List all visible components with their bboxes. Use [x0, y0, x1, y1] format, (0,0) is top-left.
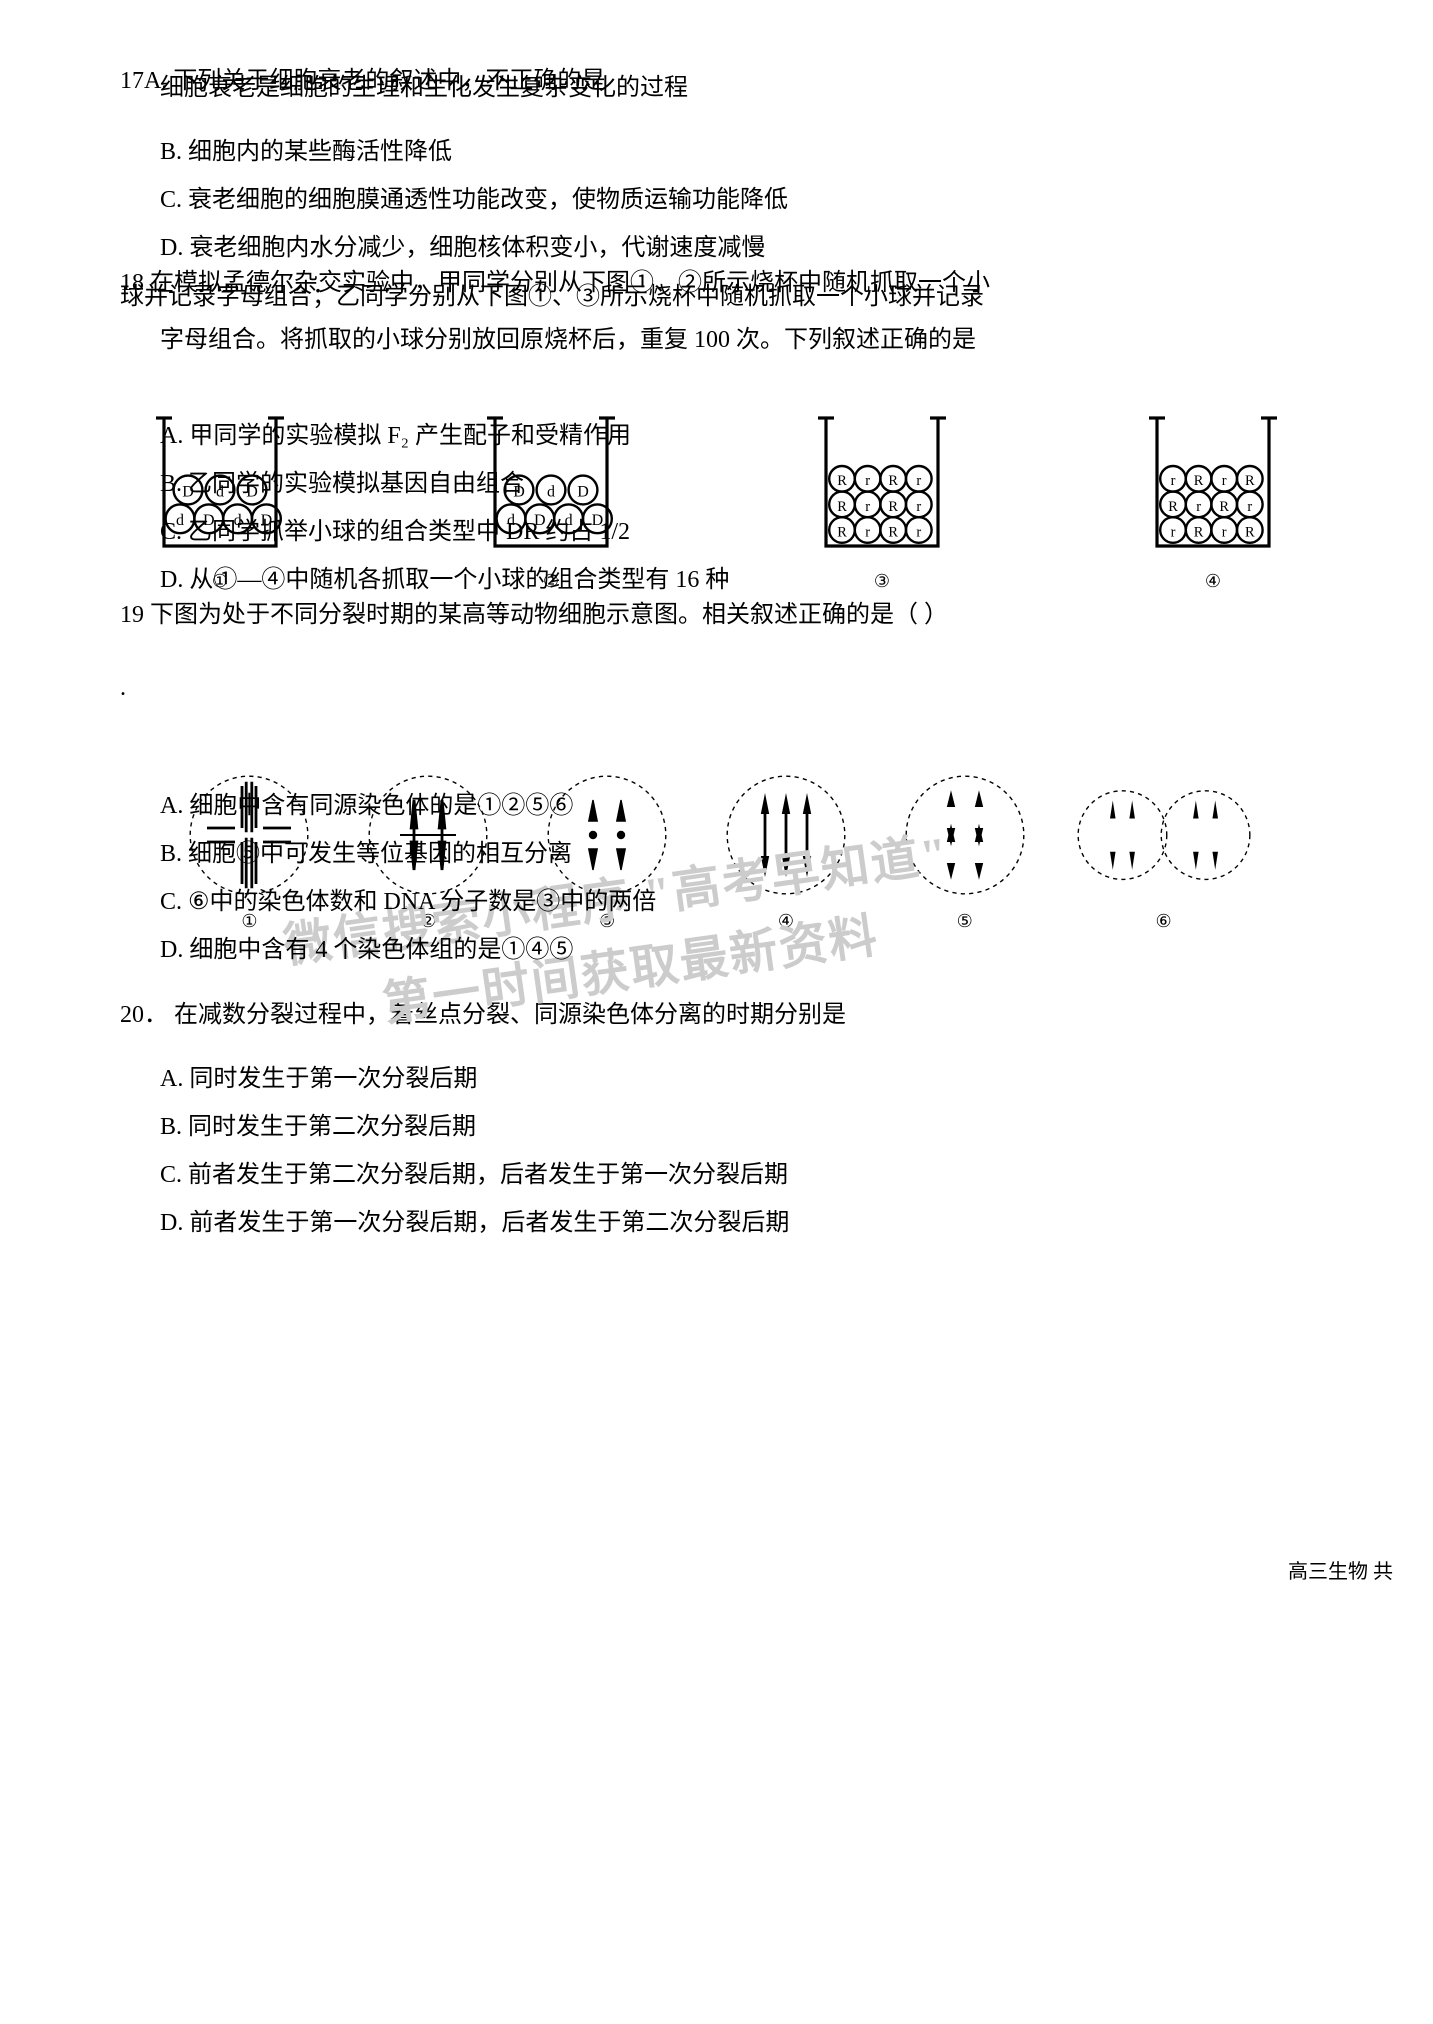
q20-opt-c: C. 前者发生于第二次分裂后期，后者发生于第一次分裂后期 [160, 1151, 1313, 1199]
question-18: 18 在模拟孟德尔杂交实验中，甲同学分别从下图①、②所示烧杯中随机抓取一个小 球… [120, 262, 1313, 362]
q20-stem: 在减数分裂过程中，着丝点分裂、同源染色体分离的时期分别是 [174, 1002, 846, 1028]
question-17: 17A. 下列关于细胞衰老的叙述中，不正确的是 细胞衰老是细胞的生理和生化发生复… [120, 60, 1313, 110]
q19-opt-a: A. 细胞中含有同源染色体的是①②⑤⑥ [160, 782, 1313, 830]
q19-stem: 下图为处于不同分裂时期的某高等动物细胞示意图。相关叙述正确的是（ ） [150, 602, 948, 628]
q18-opt-c: C. 乙同学抓举小球的组合类型中 DR 约占 1/2 [160, 508, 1313, 556]
q19-opt-b: B. 细胞⑤中可发生等位基因的相互分离 [160, 830, 1313, 878]
q18-opt-b: B. 乙同学的实验模拟基因自由组合 [160, 460, 1313, 508]
q17-stem-a2: 细胞衰老是细胞的生理和生化发生复杂变化的过程 [160, 67, 1313, 110]
q18-opt-d: D. 从①—④中随机各抓取一个小球的组合类型有 16 种 [160, 556, 1313, 604]
q17-opt-c: C. 衰老细胞的细胞膜通透性功能改变，使物质运输功能降低 [160, 176, 1313, 224]
q20-number: 20． [120, 1002, 168, 1028]
q19-opt-d: D. 细胞中含有 4 个染色体组的是①④⑤ [160, 926, 1313, 974]
q20-opt-a: A. 同时发生于第一次分裂后期 [160, 1055, 1313, 1103]
question-20: 20． 在减数分裂过程中，着丝点分裂、同源染色体分离的时期分别是 [120, 994, 1313, 1037]
q20-opt-d: D. 前者发生于第一次分裂后期，后者发生于第二次分裂后期 [160, 1199, 1313, 1247]
q19-opt-c: C. ⑥中的染色体数和 DNA 分子数是③中的两倍 [160, 878, 1313, 926]
q18-stem2: 球并记录字母组合；乙同学分别从下图①、③所示烧杯中随机抓取一个小球并记录 [120, 276, 1313, 319]
q17-number: 17 [120, 68, 144, 94]
footer-text: 高三生物 共 [1288, 1555, 1393, 1584]
q18-opt-a: A. 甲同学的实验模拟 F₂ 产生配子和受精作用 [160, 412, 1313, 460]
q19-dot: . [120, 675, 1313, 702]
q20-opt-b: B. 同时发生于第二次分裂后期 [160, 1103, 1313, 1151]
q17-opt-b: B. 细胞内的某些酶活性降低 [160, 128, 1313, 176]
q18-stem3: 字母组合。将抓取的小球分别放回原烧杯后，重复 100 次。下列叙述正确的是 [160, 319, 1313, 362]
q19-number: 19 [120, 602, 144, 628]
